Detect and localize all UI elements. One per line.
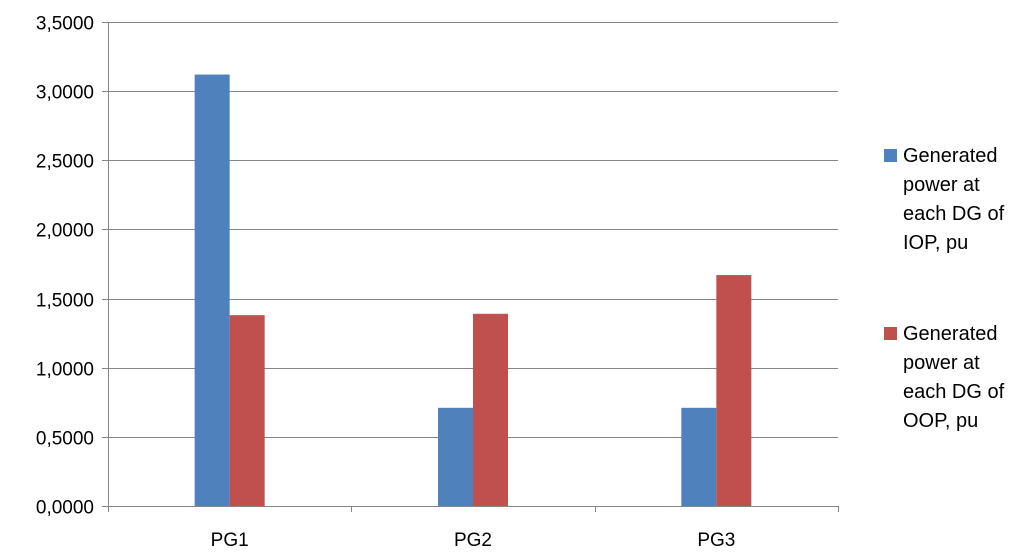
x-axis-tick-labels: PG1 PG2 PG3 (211, 530, 736, 551)
y-tick-label: 2,0000 (36, 221, 94, 242)
bar-pg3-series-2 (716, 275, 752, 506)
y-tick-label: 0,0000 (36, 498, 94, 519)
y-tick-label: 2,5000 (36, 152, 94, 173)
y-tick-label: 1,0000 (36, 360, 94, 381)
bar-pg3-series-1 (681, 407, 717, 506)
y-tick-label: 3,5000 (36, 14, 94, 35)
legend-swatch (884, 149, 897, 162)
y-tick-label: 0,5000 (36, 429, 94, 450)
legend-label: Generated power at each DG of OOP, pu (903, 323, 1005, 432)
x-tick-label: PG1 (211, 530, 249, 551)
y-tick-label: 3,0000 (36, 83, 94, 104)
bar-pg1-series-1 (194, 74, 230, 506)
y-axis-tick-labels: 0,0000 0,5000 1,0000 1,5000 2,0000 2,5000 3,00… (36, 14, 94, 519)
legend-entry: Generated power at each DG of IOP, pu (884, 145, 1005, 254)
x-tick-label: PG2 (454, 530, 492, 551)
legend-swatch (884, 327, 897, 340)
bar-pg2-series-1 (438, 407, 473, 506)
bars (194, 74, 752, 506)
x-tick-label: PG3 (697, 530, 735, 551)
axes (102, 22, 839, 512)
legend-label: Generated power at each DG of IOP, pu (903, 145, 1005, 254)
legend-entry: Generated power at each DG of OOP, pu (884, 323, 1005, 432)
y-tick-label: 1,5000 (36, 291, 94, 312)
bar-pg1-series-2 (229, 315, 265, 506)
legend: Generated power at each DG of IOP, pu Genera… (884, 145, 1005, 432)
bar-pg2-series-2 (473, 313, 508, 506)
